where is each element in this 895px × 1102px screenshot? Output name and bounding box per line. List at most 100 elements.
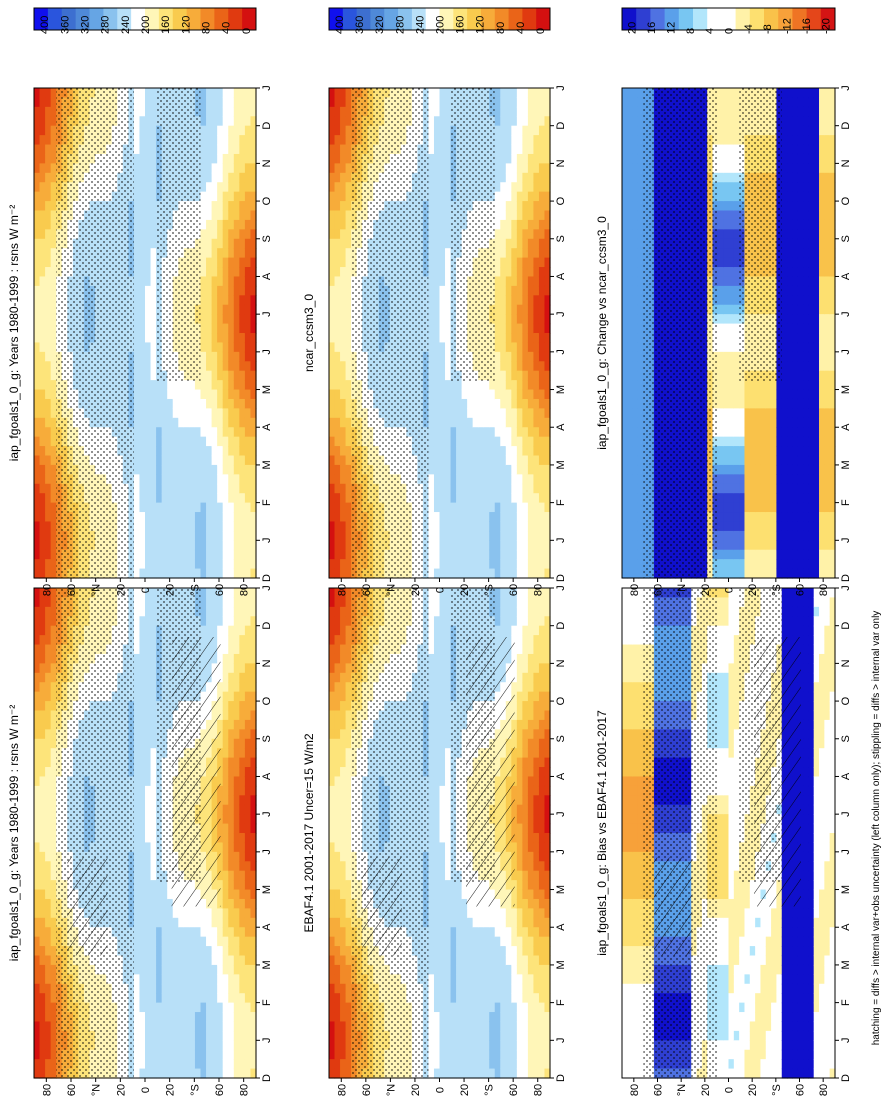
heatmap-cell	[340, 682, 347, 693]
heatmap-cell	[334, 757, 341, 768]
heatmap-cell	[456, 1068, 463, 1079]
heatmap-cell	[133, 983, 141, 994]
heatmap-cell	[39, 1012, 46, 1023]
heatmap-cell	[533, 898, 540, 909]
heatmap-cell	[516, 842, 523, 853]
heatmap-cell	[39, 908, 46, 919]
heatmap-cell	[329, 588, 336, 599]
heatmap-cell	[632, 1002, 639, 1013]
heatmap-cell	[34, 672, 41, 683]
heatmap-cell	[145, 974, 152, 985]
heatmap-cell	[139, 861, 146, 872]
heatmap-cell	[632, 1012, 639, 1023]
heatmap-cell	[145, 691, 152, 702]
heatmap-cell	[334, 823, 341, 834]
heatmap-cell	[472, 964, 479, 975]
heatmap-cell	[233, 748, 240, 759]
heatmap-cell	[345, 851, 352, 862]
heatmap-cell	[150, 767, 157, 778]
heatmap-cell	[456, 1012, 463, 1023]
heatmap-cell	[139, 1012, 146, 1023]
heatmap-cell	[527, 1068, 535, 1079]
heatmap-cell	[250, 936, 257, 947]
heatmap-cell	[544, 663, 551, 674]
heatmap-cell	[516, 955, 523, 966]
heatmap-cell	[334, 851, 341, 862]
heatmap-cell	[200, 1049, 207, 1060]
heatmap-cell	[39, 1021, 46, 1032]
heatmap-cell	[139, 908, 146, 919]
heatmap-cell	[189, 1021, 196, 1032]
heatmap-cell	[527, 785, 535, 796]
heatmap-cell	[627, 889, 634, 900]
heatmap-cell	[133, 785, 141, 796]
heatmap-cell	[632, 1049, 639, 1060]
heatmap-cell	[345, 1002, 352, 1013]
heatmap-cell	[622, 1068, 628, 1079]
heatmap-cell	[622, 606, 628, 617]
heatmap-cell	[627, 663, 634, 674]
heatmap-cell	[239, 814, 246, 825]
heatmap-cell	[34, 663, 41, 674]
heatmap-cell	[172, 908, 179, 919]
heatmap-cell	[622, 729, 628, 740]
heatmap-cell	[50, 625, 57, 636]
heatmap-cell	[467, 1021, 474, 1032]
heatmap-cell	[250, 719, 257, 730]
heatmap-cell	[632, 597, 639, 608]
heatmap-cell	[334, 1049, 341, 1060]
heatmap-cell	[244, 597, 252, 608]
heatmap-cell	[340, 616, 347, 627]
heatmap-cell	[544, 719, 551, 730]
heatmap-cell	[439, 625, 446, 636]
heatmap-cell	[428, 842, 435, 853]
heatmap-cell	[139, 748, 146, 759]
heatmap-cell	[250, 880, 257, 891]
heatmap-cell	[450, 946, 457, 957]
heatmap-cell	[334, 795, 341, 806]
heatmap-cell	[139, 1068, 146, 1079]
heatmap-cell	[627, 814, 634, 825]
heatmap-cell	[211, 606, 218, 617]
heatmap-cell	[516, 908, 523, 919]
heatmap-cell	[39, 1049, 46, 1060]
heatmap-cell	[627, 908, 634, 919]
heatmap-cell	[200, 616, 207, 627]
heatmap-cell	[34, 767, 41, 778]
heatmap-cell	[516, 880, 523, 891]
heatmap-cell	[622, 983, 628, 994]
heatmap-cell	[45, 936, 52, 947]
heatmap-cell	[345, 917, 352, 928]
heatmap-cell	[632, 682, 639, 693]
heatmap-cell	[637, 823, 644, 834]
heatmap-cell	[627, 719, 634, 730]
heatmap-cell	[637, 691, 644, 702]
heatmap-cell	[467, 908, 474, 919]
heatmap-cell	[522, 898, 529, 909]
heatmap-cell	[461, 964, 468, 975]
heatmap-cell	[228, 917, 235, 928]
heatmap-cell	[527, 1059, 535, 1070]
heatmap-cell	[538, 889, 546, 900]
heatmap-cell	[156, 955, 163, 966]
heatmap-cell	[329, 729, 336, 740]
heatmap-cell	[516, 682, 523, 693]
heatmap-cell	[433, 889, 441, 900]
heatmap-cell	[345, 701, 352, 712]
heatmap-cell	[183, 917, 190, 928]
heatmap-cell	[467, 1068, 474, 1079]
heatmap-cell	[194, 1030, 202, 1041]
heatmap-cell	[632, 861, 639, 872]
heatmap-cell	[433, 682, 441, 693]
heatmap-cell	[533, 1030, 540, 1041]
heatmap-cell	[239, 795, 246, 806]
heatmap-cell	[50, 870, 57, 881]
heatmap-cell	[522, 682, 529, 693]
heatmap-cell	[527, 946, 535, 957]
heatmap-cell	[522, 748, 529, 759]
heatmap-cell	[500, 917, 507, 928]
heatmap-cell	[239, 964, 246, 975]
heatmap-cell	[433, 719, 441, 730]
heatmap-cell	[345, 1068, 352, 1079]
heatmap-cell	[467, 955, 474, 966]
